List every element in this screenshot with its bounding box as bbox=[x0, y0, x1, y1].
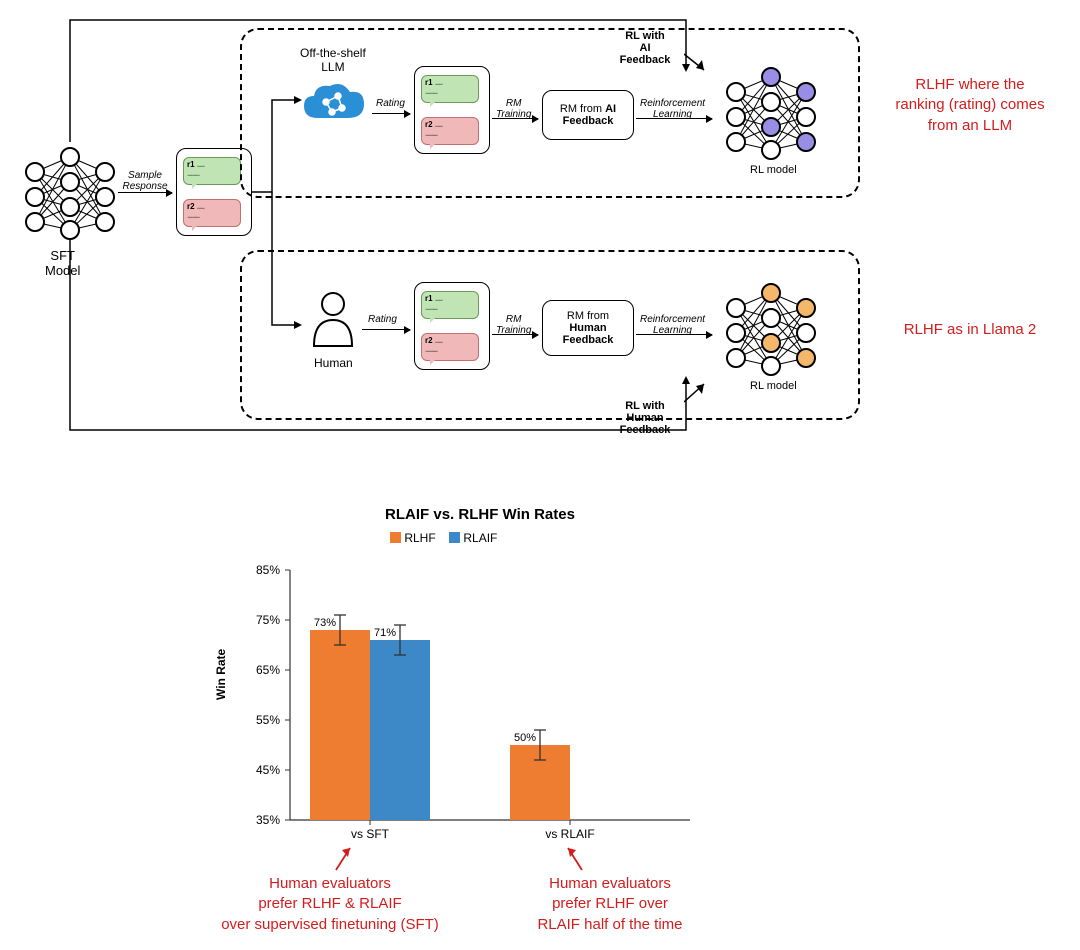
rl-model-label-top: RL model bbox=[750, 164, 797, 176]
svg-text:85%: 85% bbox=[256, 563, 280, 577]
legend-rlaif: RLAIF bbox=[463, 531, 497, 545]
svg-text:73%: 73% bbox=[314, 617, 336, 629]
svg-text:vs SFT: vs SFT bbox=[351, 827, 390, 841]
svg-text:65%: 65% bbox=[256, 663, 280, 677]
chart-legend: RLHF RLAIF bbox=[390, 530, 497, 545]
r2-label: r2 bbox=[187, 202, 195, 211]
r1-label: r1 bbox=[187, 160, 195, 169]
rl-model-label-bot: RL model bbox=[750, 380, 797, 392]
svg-text:50%: 50% bbox=[514, 732, 536, 744]
feedback-path-bot bbox=[60, 238, 700, 438]
svg-text:vs RLAIF: vs RLAIF bbox=[545, 827, 594, 841]
annot-arrow-left bbox=[330, 844, 360, 872]
legend-rlhf: RLHF bbox=[404, 531, 435, 545]
sample-label: Sample Response bbox=[116, 170, 174, 192]
response-r2: r2 ................ bbox=[183, 199, 241, 227]
annot-right: Human evaluators prefer RLHF over RLAIF … bbox=[490, 874, 730, 935]
response-r1: r1 ................ bbox=[183, 157, 241, 185]
ylabel: Win Rate bbox=[214, 649, 228, 700]
rl-model-ai bbox=[716, 62, 826, 162]
caption-ai: RLHF where the ranking (rating) comes fr… bbox=[880, 75, 1060, 136]
winrate-chart: 35% 45% 55% 65% 75% 85% 73% 71% vs SFT 50% vs RLAI… bbox=[220, 550, 720, 860]
arrow-sample bbox=[118, 192, 172, 193]
annot-arrow-right bbox=[560, 844, 590, 872]
chart-title: RLAIF vs. RLHF Win Rates bbox=[300, 506, 660, 523]
feedback-path-top bbox=[60, 14, 700, 154]
svg-text:55%: 55% bbox=[256, 713, 280, 727]
svg-text:75%: 75% bbox=[256, 613, 280, 627]
annot-left: Human evaluators prefer RLHF & RLAIF ove… bbox=[180, 874, 480, 935]
caption-human: RLHF as in Llama 2 bbox=[880, 320, 1060, 340]
rl-model-human bbox=[716, 278, 826, 378]
svg-text:35%: 35% bbox=[256, 813, 280, 827]
svg-text:71%: 71% bbox=[374, 627, 396, 639]
sft-model-net bbox=[20, 142, 120, 242]
svg-text:45%: 45% bbox=[256, 763, 280, 777]
